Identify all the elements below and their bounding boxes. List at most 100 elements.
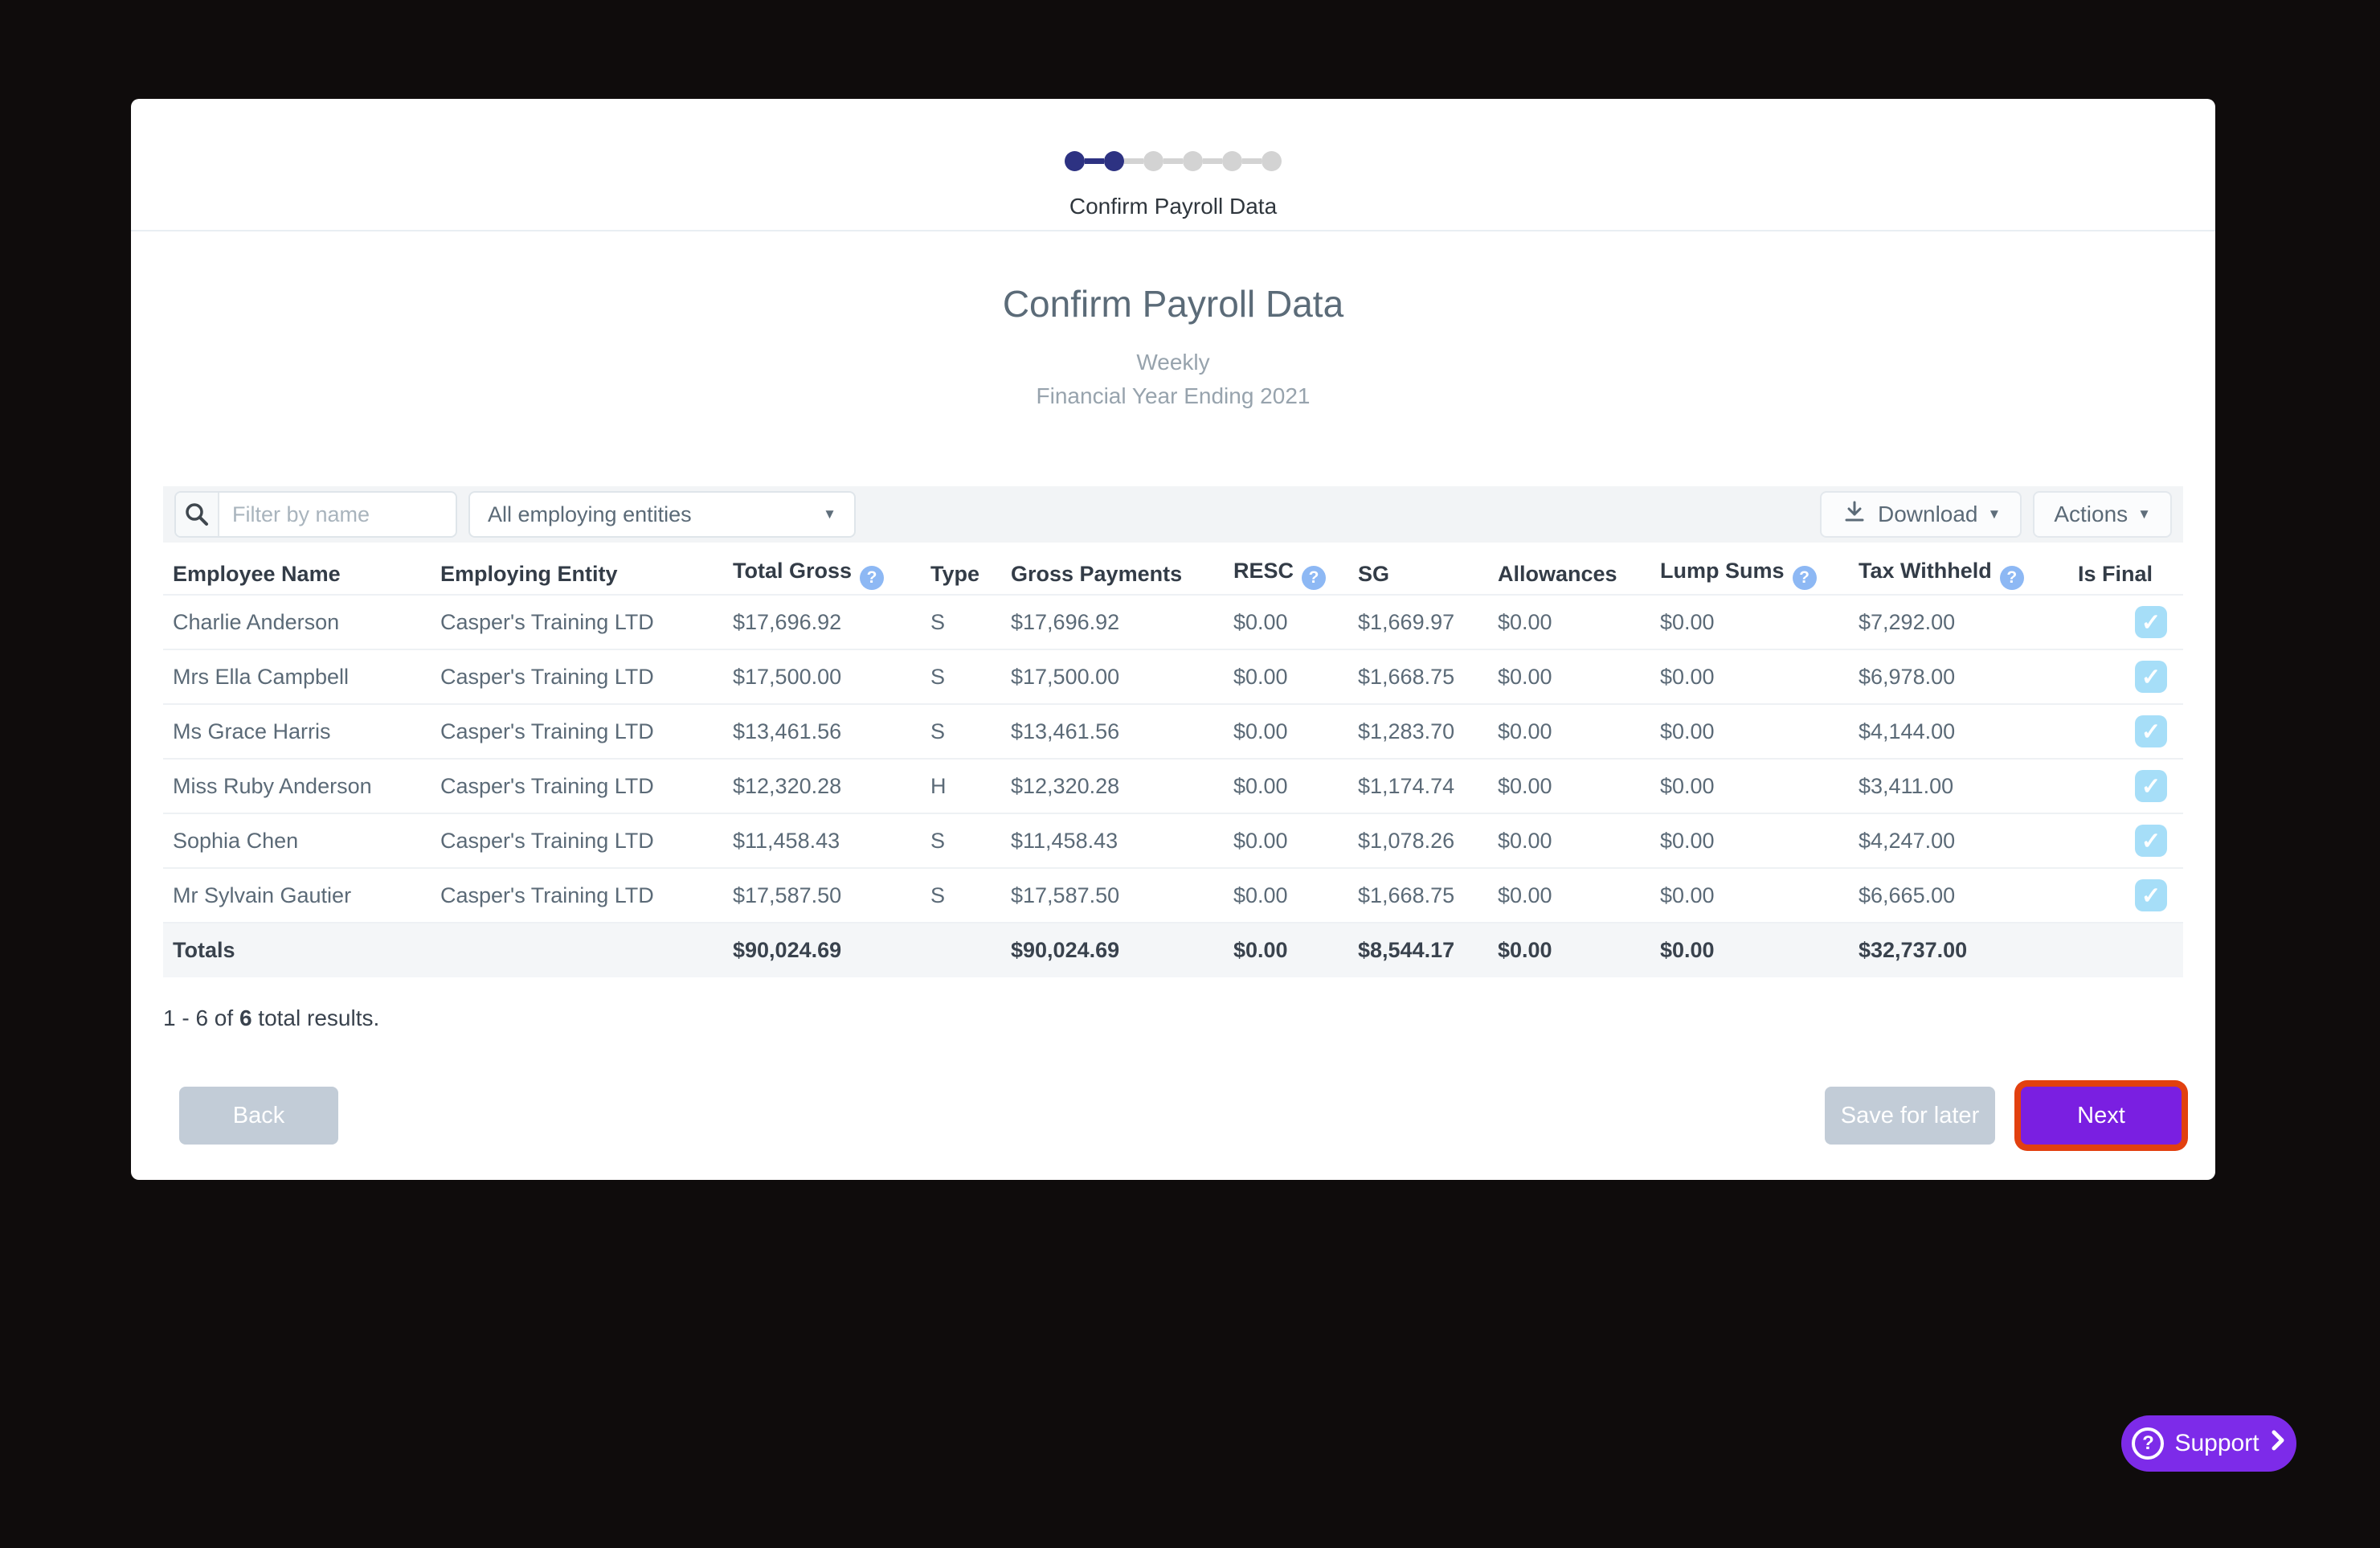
payroll-table: Employee Name Employing Entity Total Gro… <box>163 555 2183 977</box>
is-final-checkbox[interactable]: ✓ <box>2135 715 2167 747</box>
help-icon[interactable]: ? <box>860 566 885 590</box>
sg: $1,174.74 <box>1358 758 1498 813</box>
resc: $0.00 <box>1233 703 1358 759</box>
step-dot-4 <box>1183 150 1203 171</box>
lump-sums: $0.00 <box>1660 867 1859 923</box>
type: S <box>930 594 1011 649</box>
search-input[interactable] <box>219 493 456 536</box>
check-icon: ✓ <box>2141 828 2161 854</box>
help-icon[interactable]: ? <box>1792 566 1817 590</box>
col-is-final: Is Final <box>2078 562 2153 586</box>
chevron-right-icon <box>2270 1428 2286 1459</box>
check-icon: ✓ <box>2141 883 2161 909</box>
help-circle-icon: ? <box>2132 1427 2165 1460</box>
employee-name: Ms Grace Harris <box>163 703 440 759</box>
totals-label: Totals <box>163 922 440 977</box>
gross-payments: $17,500.00 <box>1011 649 1233 704</box>
type: S <box>930 703 1011 759</box>
totals-gross-payments: $90,024.69 <box>1011 922 1233 977</box>
employing-entity: Casper's Training LTD <box>440 649 733 704</box>
download-button[interactable]: Download ▼ <box>1819 491 2022 538</box>
table-row: Sophia Chen Casper's Training LTD $11,45… <box>163 813 2183 868</box>
check-icon: ✓ <box>2141 664 2161 690</box>
actions-button[interactable]: Actions ▼ <box>2033 491 2172 538</box>
sg: $1,668.75 <box>1358 649 1498 704</box>
step-connector <box>1085 158 1104 164</box>
is-final-checkbox[interactable]: ✓ <box>2135 825 2167 857</box>
col-employee-name: Employee Name <box>173 562 341 586</box>
allowances: $0.00 <box>1498 594 1660 649</box>
allowances: $0.00 <box>1498 813 1660 868</box>
resc: $0.00 <box>1233 867 1358 923</box>
lump-sums: $0.00 <box>1660 758 1859 813</box>
back-button[interactable]: Back <box>179 1087 338 1145</box>
totals-allowances: $0.00 <box>1498 922 1660 977</box>
table-row: Ms Grace Harris Casper's Training LTD $1… <box>163 703 2183 759</box>
step-dot-6 <box>1262 150 1282 171</box>
employing-entity: Casper's Training LTD <box>440 594 733 649</box>
employee-name: Miss Ruby Anderson <box>163 758 440 813</box>
is-final-checkbox[interactable]: ✓ <box>2135 661 2167 693</box>
total-gross: $11,458.43 <box>733 813 930 868</box>
support-button[interactable]: ? Support <box>2121 1415 2296 1472</box>
step-connector <box>1203 158 1222 164</box>
tax-withheld: $3,411.00 <box>1859 758 2078 813</box>
search-icon <box>176 493 219 536</box>
resc: $0.00 <box>1233 594 1358 649</box>
totals-resc: $0.00 <box>1233 922 1358 977</box>
col-lump-sums: Lump Sums? <box>1660 555 1859 595</box>
totals-lump-sums: $0.00 <box>1660 922 1859 977</box>
resc: $0.00 <box>1233 813 1358 868</box>
step-dot-1 <box>1065 150 1085 171</box>
col-employing-entity: Employing Entity <box>440 562 618 586</box>
download-label: Download <box>1877 502 1978 526</box>
employing-entity: Casper's Training LTD <box>440 758 733 813</box>
totals-row: Totals $90,024.69 $90,024.69 $0.00 $8,54… <box>163 922 2183 977</box>
sg: $1,078.26 <box>1358 813 1498 868</box>
next-button[interactable]: Next <box>2021 1087 2182 1145</box>
table-row: Mr Sylvain Gautier Casper's Training LTD… <box>163 867 2183 923</box>
col-total-gross: Total Gross? <box>733 555 930 595</box>
sg: $1,283.70 <box>1358 703 1498 759</box>
lump-sums: $0.00 <box>1660 813 1859 868</box>
employee-name: Mr Sylvain Gautier <box>163 867 440 923</box>
resc: $0.00 <box>1233 758 1358 813</box>
tax-withheld: $4,144.00 <box>1859 703 2078 759</box>
lump-sums: $0.00 <box>1660 594 1859 649</box>
employee-name: Charlie Anderson <box>163 594 440 649</box>
is-final-checkbox[interactable]: ✓ <box>2135 879 2167 911</box>
progress-stepper <box>131 150 2215 171</box>
check-icon: ✓ <box>2141 609 2161 636</box>
name-filter <box>174 491 457 538</box>
totals-total-gross: $90,024.69 <box>733 922 930 977</box>
totals-sg: $8,544.17 <box>1358 922 1498 977</box>
page-title: Confirm Payroll Data <box>1002 283 1344 325</box>
col-sg: SG <box>1358 562 1390 586</box>
type: S <box>930 867 1011 923</box>
resc: $0.00 <box>1233 649 1358 704</box>
pay-frequency: Weekly <box>1136 350 1210 375</box>
help-icon[interactable]: ? <box>1302 566 1327 590</box>
table-row: Miss Ruby Anderson Casper's Training LTD… <box>163 758 2183 813</box>
employee-name: Sophia Chen <box>163 813 440 868</box>
is-final-checkbox[interactable]: ✓ <box>2135 770 2167 802</box>
save-for-later-button[interactable]: Save for later <box>1825 1087 1995 1145</box>
tax-withheld: $6,978.00 <box>1859 649 2078 704</box>
actions-label: Actions <box>2054 502 2129 526</box>
col-type: Type <box>930 562 980 586</box>
support-label: Support <box>2174 1430 2259 1456</box>
check-icon: ✓ <box>2141 719 2161 745</box>
table-row: Mrs Ella Campbell Casper's Training LTD … <box>163 649 2183 704</box>
stepper-label: Confirm Payroll Data <box>1069 194 1278 219</box>
employing-entity-dropdown[interactable]: All employing entities ▼ <box>468 491 856 538</box>
total-gross: $17,587.50 <box>733 867 930 923</box>
col-tax-withheld: Tax Withheld? <box>1859 555 2078 595</box>
help-icon[interactable]: ? <box>1999 566 2024 590</box>
step-dot-3 <box>1143 150 1163 171</box>
table-row: Charlie Anderson Casper's Training LTD $… <box>163 594 2183 649</box>
financial-year: Financial Year Ending 2021 <box>1036 383 1311 408</box>
type: S <box>930 649 1011 704</box>
tax-withheld: $4,247.00 <box>1859 813 2078 868</box>
is-final-checkbox[interactable]: ✓ <box>2135 606 2167 638</box>
lump-sums: $0.00 <box>1660 649 1859 704</box>
